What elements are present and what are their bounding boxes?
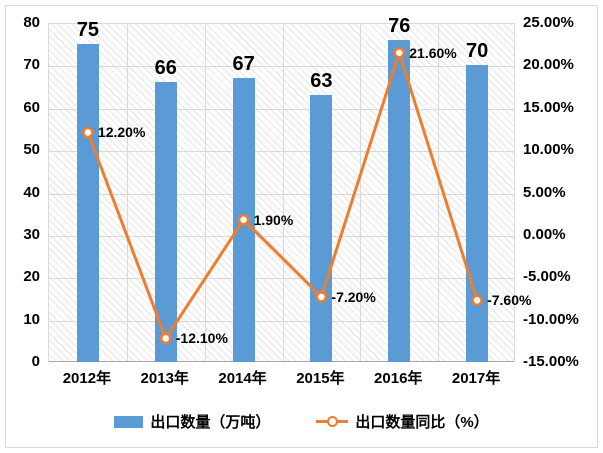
- line-series: [82, 47, 483, 345]
- line-point-label: 21.60%: [409, 44, 457, 61]
- bar: [466, 65, 489, 362]
- legend-label-bar: 出口数量（万吨）: [150, 414, 271, 431]
- v-gridline: [126, 24, 128, 362]
- line-point-label: -12.10%: [175, 330, 228, 347]
- y-axis-tick-left: 50: [23, 141, 40, 159]
- y-axis-tick-right: 10.00%: [523, 141, 574, 159]
- h-gridline: [49, 108, 514, 110]
- v-gridline: [360, 24, 362, 362]
- y-axis-tick-right: 25.00%: [523, 14, 574, 31]
- x-axis-label: 2016年: [374, 370, 423, 387]
- bar: [76, 44, 99, 362]
- y-axis-tick-right: 15.00%: [523, 98, 574, 116]
- plot-area: 75 66 67 63 76 70 12.20% -12.10% 1.90% -7.20% 21.6…: [48, 16, 531, 362]
- bar-value-label: 63: [310, 70, 333, 93]
- y-axis-tick-right: 5.00%: [523, 183, 566, 201]
- line-point-label: -7.60%: [487, 292, 532, 309]
- y-axis-tick-right: -5.00%: [523, 268, 571, 286]
- y-axis-tick-right: -15.00%: [523, 353, 579, 370]
- y-axis-tick-right: 0.00%: [523, 225, 566, 243]
- bar: [154, 82, 177, 362]
- line-point-marker: [315, 291, 328, 303]
- line-point-marker: [393, 47, 405, 59]
- v-gridline: [438, 24, 440, 362]
- line-point-label: 1.90%: [253, 211, 294, 228]
- h-gridline: [49, 193, 514, 195]
- x-axis-label: 2015年: [296, 370, 345, 387]
- bar-value-label: 66: [154, 57, 177, 80]
- x-axis-label: 2014年: [218, 370, 267, 387]
- chart-border: [5, 5, 598, 448]
- x-axis-line: [49, 361, 514, 362]
- bar-value-label: 67: [232, 53, 255, 76]
- y-axis-tick-left: 30: [23, 225, 40, 243]
- y-axis-tick-left: 80: [23, 14, 40, 31]
- h-gridline: [49, 66, 514, 68]
- bar-value-label: 75: [76, 19, 100, 42]
- y-axis-tick-left: 40: [23, 183, 40, 201]
- legend-label-line: 出口数量同比（%）: [355, 414, 489, 431]
- y-axis-tick-left: 70: [23, 56, 40, 74]
- line-point-marker: [237, 214, 250, 226]
- bar-series-swatch: [114, 415, 144, 428]
- h-gridline: [49, 320, 514, 322]
- y-axis-tick-left: 0: [31, 353, 40, 370]
- line-point-marker: [160, 332, 172, 345]
- y-axis-tick-left: 20: [23, 268, 40, 286]
- bar: [388, 39, 411, 362]
- legend-item-bar: 出口数量（万吨）: [114, 411, 270, 432]
- line-swatch-marker-icon: [327, 416, 339, 427]
- line-path: [86, 51, 479, 340]
- x-axis-label: 2013年: [140, 370, 189, 387]
- line-point-marker: [471, 294, 483, 307]
- line-point-label: 12.20%: [97, 124, 146, 141]
- x-axis-label: 2017年: [451, 370, 501, 387]
- y-axis-tick-right: -10.00%: [523, 310, 579, 328]
- y-axis-tick-right: 20.00%: [523, 56, 574, 74]
- y-axis-tick-left: 60: [23, 98, 40, 116]
- v-gridline: [204, 24, 206, 362]
- h-gridline: [49, 235, 514, 237]
- bar-value-label: 76: [388, 14, 411, 37]
- line-point-label: -7.20%: [331, 288, 376, 305]
- line-point-marker: [82, 126, 94, 139]
- y-axis-tick-left: 10: [23, 310, 40, 328]
- h-gridline: [49, 278, 514, 280]
- bar-value-label: 70: [465, 40, 489, 63]
- x-axis-label: 2012年: [62, 370, 112, 387]
- legend-item-line: 出口数量同比（%）: [316, 411, 489, 432]
- line-series-swatch: [316, 416, 349, 427]
- h-gridline: [49, 151, 514, 153]
- v-gridline: [282, 24, 284, 362]
- legend: 出口数量（万吨） 出口数量同比（%）: [0, 411, 603, 432]
